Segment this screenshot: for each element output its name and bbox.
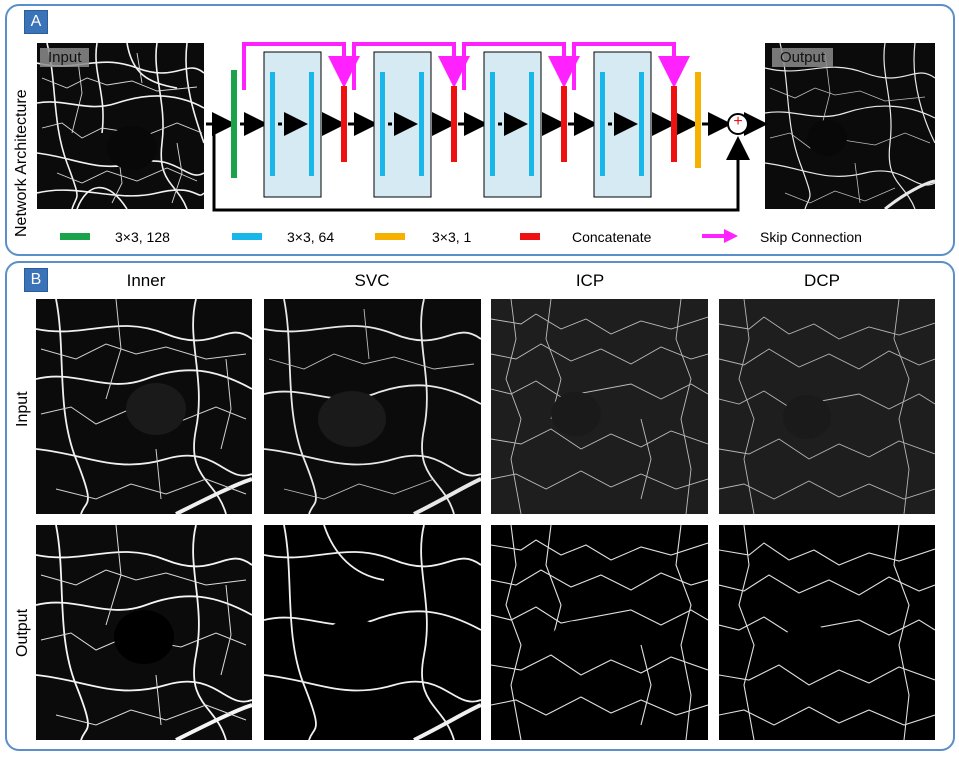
architecture-input-image: Input	[37, 43, 204, 209]
residual-blocks	[263, 51, 652, 198]
grid-input-dcp	[719, 299, 935, 514]
legend-swatch-blue	[232, 233, 262, 240]
output-tag: Output	[772, 48, 834, 67]
skip-connection-4	[572, 42, 690, 90]
legend-swatch-red	[520, 233, 540, 240]
concatenate-layers	[341, 86, 677, 162]
vessel-map-graphic	[36, 525, 252, 740]
column-title-dcp: DCP	[804, 271, 840, 290]
row-title-input: Input	[14, 391, 31, 427]
legend-label-yellow: 3×3, 1	[432, 229, 472, 245]
grid-input-icp	[491, 299, 708, 514]
block-1	[263, 51, 322, 198]
conv-1-layer	[695, 72, 701, 168]
legend-label-red: Concatenate	[572, 229, 652, 245]
vessel-map-graphic	[264, 299, 481, 514]
column-title-icp: ICP	[575, 271, 605, 290]
row-title-output: Output	[14, 608, 31, 657]
grid-output-inner	[36, 525, 252, 740]
add-symbol: +	[733, 113, 743, 130]
main-data-path	[206, 112, 768, 212]
grid-input-svc	[264, 299, 481, 514]
add-node	[727, 113, 749, 135]
block-3	[483, 51, 542, 198]
legend-swatch-yellow	[375, 233, 405, 240]
skip-connection-2	[352, 42, 470, 90]
skip-connection-1	[242, 42, 360, 90]
panel-a-label: A	[24, 10, 48, 34]
column-title-inner: Inner	[126, 271, 166, 290]
column-title-svc: SVC	[354, 271, 390, 290]
skip-connections	[242, 42, 690, 90]
vessel-map-graphic	[37, 43, 204, 209]
grid-output-dcp	[719, 525, 935, 740]
grid-output-icp	[491, 525, 708, 740]
vessel-map-graphic	[719, 299, 935, 514]
legend-arrow-magenta	[702, 229, 738, 243]
legend-label-green: 3×3, 128	[115, 229, 170, 245]
legend-label-magenta: Skip Connection	[760, 229, 862, 245]
legend-label-blue: 3×3, 64	[287, 229, 335, 245]
vessel-map-graphic	[719, 525, 935, 740]
vessel-map-graphic	[491, 525, 708, 740]
panel-b	[5, 261, 955, 751]
conv-128-layer	[231, 70, 237, 178]
block-2	[373, 51, 432, 198]
vessel-map-graphic	[264, 525, 481, 740]
architecture-output-image: Output	[765, 43, 935, 209]
panel-a	[5, 4, 955, 256]
network-architecture-diagram	[206, 42, 768, 212]
grid-output-svc	[264, 525, 481, 740]
grid-input-inner	[36, 299, 252, 514]
skip-connection-3	[462, 42, 580, 90]
input-tag: Input	[40, 48, 90, 67]
panel-b-label: B	[24, 268, 48, 292]
vessel-map-graphic	[765, 43, 935, 209]
vessel-map-graphic	[36, 299, 252, 514]
block-4	[593, 51, 652, 198]
legend-swatch-green	[60, 233, 90, 240]
vessel-map-graphic	[491, 299, 708, 514]
